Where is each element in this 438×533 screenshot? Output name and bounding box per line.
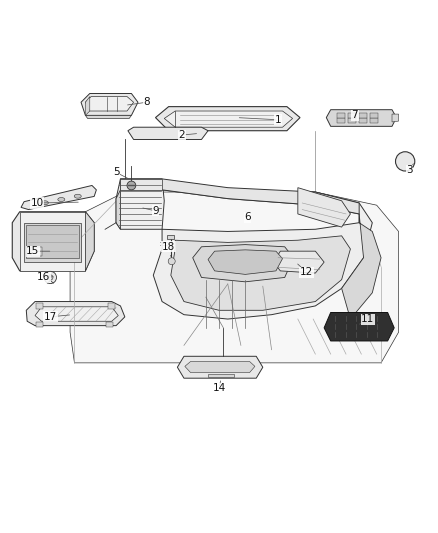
Text: 18: 18 <box>162 242 175 252</box>
Polygon shape <box>70 192 399 363</box>
Polygon shape <box>21 185 96 209</box>
Polygon shape <box>348 113 356 118</box>
Polygon shape <box>20 212 85 271</box>
Ellipse shape <box>41 201 48 205</box>
Polygon shape <box>35 307 118 321</box>
Polygon shape <box>31 247 42 255</box>
Text: 17: 17 <box>44 312 57 322</box>
Polygon shape <box>116 179 164 229</box>
Text: 8: 8 <box>143 97 150 107</box>
Polygon shape <box>108 303 115 309</box>
Circle shape <box>44 271 57 284</box>
Polygon shape <box>337 118 345 123</box>
Polygon shape <box>164 111 293 127</box>
Polygon shape <box>193 245 293 282</box>
Polygon shape <box>24 223 81 262</box>
Polygon shape <box>324 312 394 341</box>
Polygon shape <box>298 188 350 227</box>
Text: 6: 6 <box>244 213 251 222</box>
Polygon shape <box>26 302 125 326</box>
Polygon shape <box>274 251 324 273</box>
Polygon shape <box>208 374 234 377</box>
Polygon shape <box>36 303 43 309</box>
Polygon shape <box>153 190 372 319</box>
Circle shape <box>168 258 175 265</box>
Text: 7: 7 <box>351 110 358 120</box>
Text: 10: 10 <box>31 198 44 208</box>
Polygon shape <box>85 96 90 115</box>
Polygon shape <box>116 190 120 229</box>
Polygon shape <box>359 118 367 123</box>
Text: 5: 5 <box>113 167 120 177</box>
Circle shape <box>48 275 53 280</box>
Ellipse shape <box>58 198 65 201</box>
Text: 3: 3 <box>406 165 413 175</box>
Polygon shape <box>106 322 113 327</box>
Polygon shape <box>370 113 378 118</box>
Polygon shape <box>167 235 174 239</box>
Polygon shape <box>120 179 162 190</box>
Polygon shape <box>370 118 378 123</box>
Polygon shape <box>85 115 131 118</box>
Polygon shape <box>177 356 263 378</box>
Polygon shape <box>392 114 399 122</box>
Polygon shape <box>26 225 79 258</box>
Circle shape <box>127 181 136 190</box>
Polygon shape <box>326 110 396 126</box>
Polygon shape <box>36 322 43 327</box>
Polygon shape <box>128 127 208 140</box>
Ellipse shape <box>74 194 81 198</box>
Polygon shape <box>85 96 134 111</box>
Polygon shape <box>12 212 94 271</box>
Text: 12: 12 <box>300 267 313 277</box>
Polygon shape <box>348 118 356 123</box>
Polygon shape <box>171 236 350 310</box>
Polygon shape <box>359 113 367 118</box>
Polygon shape <box>185 361 255 373</box>
Text: 1: 1 <box>275 115 282 125</box>
Text: 16: 16 <box>37 272 50 282</box>
Text: 2: 2 <box>178 130 185 140</box>
Polygon shape <box>337 113 345 118</box>
Polygon shape <box>208 250 283 274</box>
Polygon shape <box>85 212 94 271</box>
Text: 9: 9 <box>152 206 159 216</box>
Polygon shape <box>81 93 138 115</box>
Text: 14: 14 <box>212 383 226 393</box>
Text: 15: 15 <box>26 246 39 256</box>
Circle shape <box>396 152 415 171</box>
Polygon shape <box>155 107 300 131</box>
Polygon shape <box>120 179 359 214</box>
Text: 11: 11 <box>361 314 374 324</box>
Polygon shape <box>342 214 381 319</box>
